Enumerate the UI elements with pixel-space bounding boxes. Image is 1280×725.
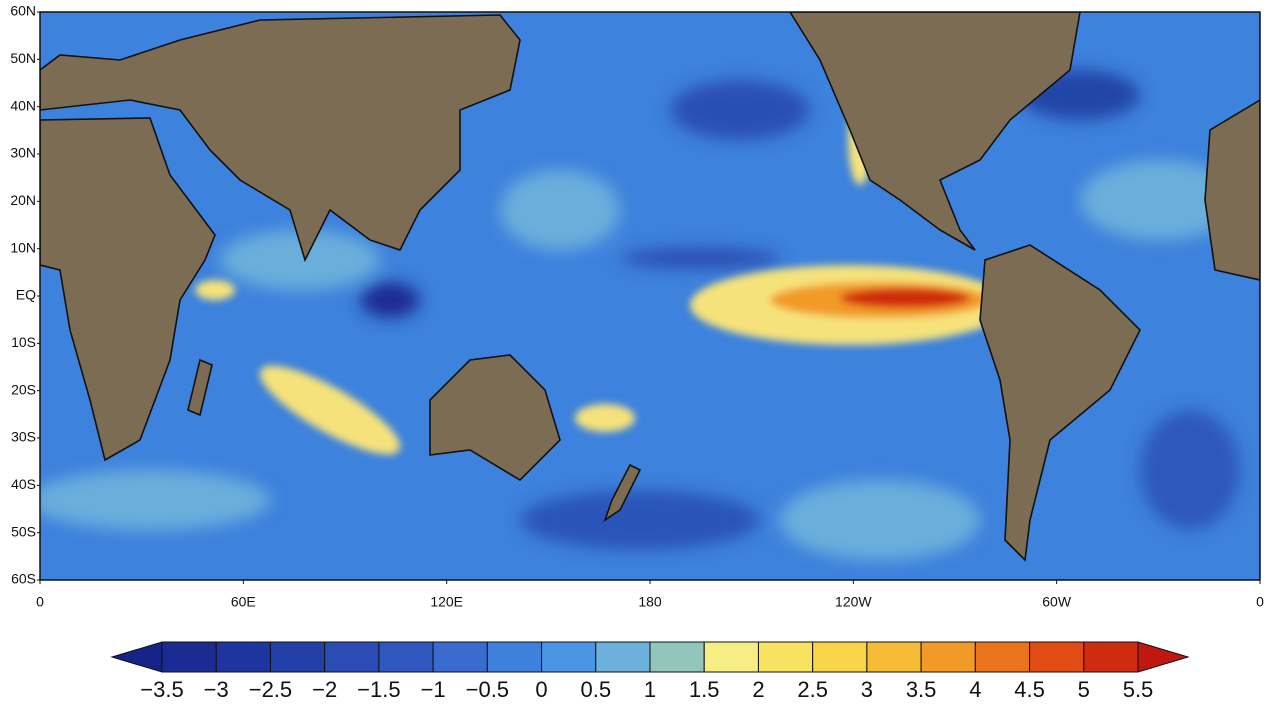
colorbar-cell	[920, 641, 976, 673]
colorbar-cell	[541, 641, 597, 673]
colorbar-label: 4.5	[1014, 677, 1045, 702]
latitude-label: 20S	[11, 381, 36, 397]
africa-east	[1204, 99, 1260, 281]
colorbar-label: 5	[1078, 677, 1090, 702]
longitude-label: 60W	[1042, 594, 1072, 610]
colorbar-cell	[215, 641, 271, 673]
north-america	[789, 12, 1081, 251]
eurasia	[40, 14, 521, 263]
latitude-label: 20N	[10, 192, 36, 208]
map	[40, 12, 1260, 580]
colorbar-cell	[866, 641, 922, 673]
colorbar-label: 2.5	[797, 677, 828, 702]
colorbar-cell	[974, 641, 1031, 673]
colorbar-label: −2	[312, 677, 337, 702]
colorbar: −3.5 −3 −2.5 −2 −1.5 −1 −0.5 0 0.5 1 1.5 2 2.5 3 3.5 4 4…	[110, 641, 1190, 702]
new-zealand	[603, 463, 642, 522]
colorbar-cell	[324, 641, 380, 673]
colorbar-arrow	[1137, 641, 1190, 673]
colorbar-label: 0.5	[580, 677, 611, 702]
colorbar-label: −3.5	[140, 677, 183, 702]
latitude-label: 60N	[10, 3, 36, 19]
colorbar-label: 3.5	[906, 677, 937, 702]
latitude-label: 50N	[10, 50, 36, 66]
colorbar-label: 1	[644, 677, 656, 702]
colorbar-label: −2.5	[249, 677, 292, 702]
warm-anomaly	[195, 95, 1010, 455]
latitude-label: 30S	[11, 429, 36, 445]
australia	[429, 354, 561, 482]
colorbar-label: 2	[752, 677, 764, 702]
colorbar-cell	[161, 641, 217, 673]
latitude-label: EQ	[16, 287, 36, 303]
colorbar-label: −0.5	[466, 677, 509, 702]
colorbar-label: 1.5	[689, 677, 720, 702]
colorbar-label: 0	[535, 677, 547, 702]
longitude-label: 120E	[430, 594, 463, 610]
colorbar-cell	[812, 641, 868, 673]
colorbar-cell	[1083, 641, 1139, 673]
colorbar-cell	[378, 641, 434, 673]
madagascar	[187, 358, 213, 417]
colorbar-label: 5.5	[1123, 677, 1154, 702]
longitude-label: 0	[1256, 594, 1264, 610]
colorbar-label: −1	[421, 677, 446, 702]
colorbar-label: 4	[969, 677, 981, 702]
colorbar-cell	[703, 641, 759, 673]
south-america	[979, 244, 1141, 562]
longitude-label: 180	[638, 594, 662, 610]
africa	[40, 117, 216, 462]
colorbar-label: 3	[861, 677, 873, 702]
latitude-label: 10N	[10, 239, 36, 255]
colorbar-arrow	[110, 641, 163, 673]
colorbar-cell	[269, 641, 326, 673]
colorbar-cell	[432, 641, 488, 673]
longitude-label: 120W	[835, 594, 872, 610]
longitude-label: 0	[36, 594, 44, 610]
colorbar-cell	[757, 641, 814, 673]
colorbar-label: −1.5	[357, 677, 400, 702]
latitude-label: 50S	[11, 523, 36, 539]
colorbar-cell	[595, 641, 651, 673]
colorbar-cell	[486, 641, 543, 673]
latitude-label: 40N	[10, 97, 36, 113]
colorbar-cell	[649, 641, 705, 673]
longitude-label: 60E	[231, 594, 256, 610]
latitude-label: 30N	[10, 145, 36, 161]
latitude-label: 60S	[11, 571, 36, 587]
colorbar-cell	[1029, 641, 1085, 673]
continents	[40, 12, 1260, 562]
latitude-label: 40S	[11, 476, 36, 492]
colorbar-label: −3	[204, 677, 229, 702]
latitude-label: 10S	[11, 334, 36, 350]
